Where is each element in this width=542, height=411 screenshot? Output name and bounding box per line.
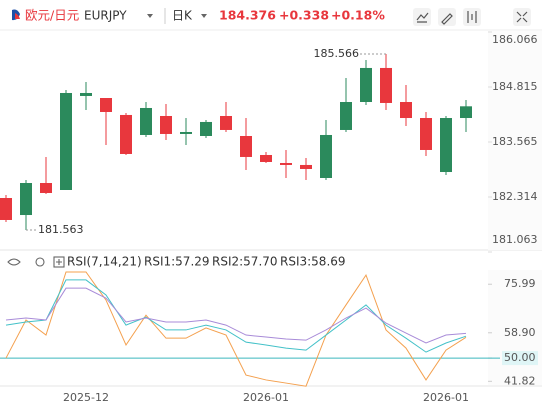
- candle-body: [60, 92, 72, 190]
- legend-entry: RSI3:58.69: [280, 255, 346, 269]
- candle-body: [360, 67, 372, 103]
- price: 184.376: [219, 8, 276, 23]
- rsi-title: RSI(7,14,21): [67, 255, 142, 269]
- x-tick-label: 2026-01: [423, 391, 469, 404]
- x-tick-label: 2026-01: [243, 391, 289, 404]
- candle-body: [260, 154, 272, 162]
- tool-button[interactable]: [513, 8, 531, 26]
- candle-body: [100, 98, 112, 112]
- period[interactable]: 日K: [172, 9, 193, 23]
- candle-body: [0, 198, 12, 220]
- candle-body: [280, 162, 292, 165]
- rsi-tick-label: 58.90: [504, 326, 536, 339]
- candle-body: [180, 131, 192, 134]
- candle-body: [240, 135, 252, 157]
- symbol[interactable]: EURJPY: [84, 9, 127, 23]
- candle-body: [140, 107, 152, 135]
- candle-body: [420, 118, 432, 150]
- dropdown-icon[interactable]: [201, 14, 207, 18]
- legend-entry: RSI1:57.29: [144, 255, 210, 269]
- low-annotation: 181.563: [38, 223, 84, 236]
- rsi-line: [5, 287, 467, 344]
- dropdown-icon[interactable]: [147, 14, 153, 18]
- axis-background: [488, 270, 542, 385]
- add-icon: [56, 259, 62, 265]
- y-tick-label: 182.314: [492, 190, 538, 203]
- candle-body: [320, 134, 332, 178]
- candle-body: [120, 114, 132, 154]
- candle-body: [460, 106, 472, 119]
- candle-body: [380, 67, 392, 103]
- axis-background: [488, 31, 542, 250]
- candle-body: [40, 183, 52, 193]
- y-tick-label: 181.063: [492, 233, 538, 246]
- toolbar: [413, 8, 531, 26]
- candle-body: [440, 118, 452, 173]
- candle-body: [160, 115, 172, 134]
- legend-entry: RSI2:57.70: [212, 255, 278, 269]
- tool-icon: [516, 11, 528, 23]
- y-tick-label: 183.565: [492, 135, 538, 148]
- candle-body: [200, 121, 212, 136]
- rsi-tick-label: 75.99: [504, 277, 536, 290]
- y-tick-label: 186.066: [492, 33, 538, 46]
- rsi-controls: [7, 256, 65, 268]
- flag-icon: [15, 13, 20, 19]
- pair-name[interactable]: 欧元/日元: [25, 8, 79, 23]
- candle-body: [340, 102, 352, 130]
- change-pct: +0.18%: [331, 8, 385, 23]
- tool-icon: [416, 12, 429, 23]
- tool-button[interactable]: [413, 8, 431, 26]
- rsi-line: [5, 271, 467, 387]
- candle-body: [300, 164, 312, 169]
- tick-highlight: [502, 351, 538, 366]
- candle-body: [80, 92, 92, 96]
- candle-body: [220, 115, 232, 130]
- rsi-line: [5, 279, 467, 353]
- tool-icon: [467, 11, 477, 23]
- rsi-tick-label: 41.82: [504, 374, 536, 387]
- change: +0.338: [279, 8, 329, 23]
- add-icon[interactable]: [53, 256, 65, 268]
- x-tick-label: 2025-12: [63, 391, 109, 404]
- y-tick-label: 184.815: [492, 80, 538, 93]
- tool-icon: [441, 13, 453, 25]
- high-annotation: 185.566: [314, 47, 360, 60]
- eye-icon[interactable]: [7, 258, 21, 266]
- rsi-tick-label: 50.00: [504, 351, 536, 364]
- candle-body: [20, 183, 32, 216]
- candle-body: [400, 102, 412, 119]
- gear-icon[interactable]: [35, 257, 45, 267]
